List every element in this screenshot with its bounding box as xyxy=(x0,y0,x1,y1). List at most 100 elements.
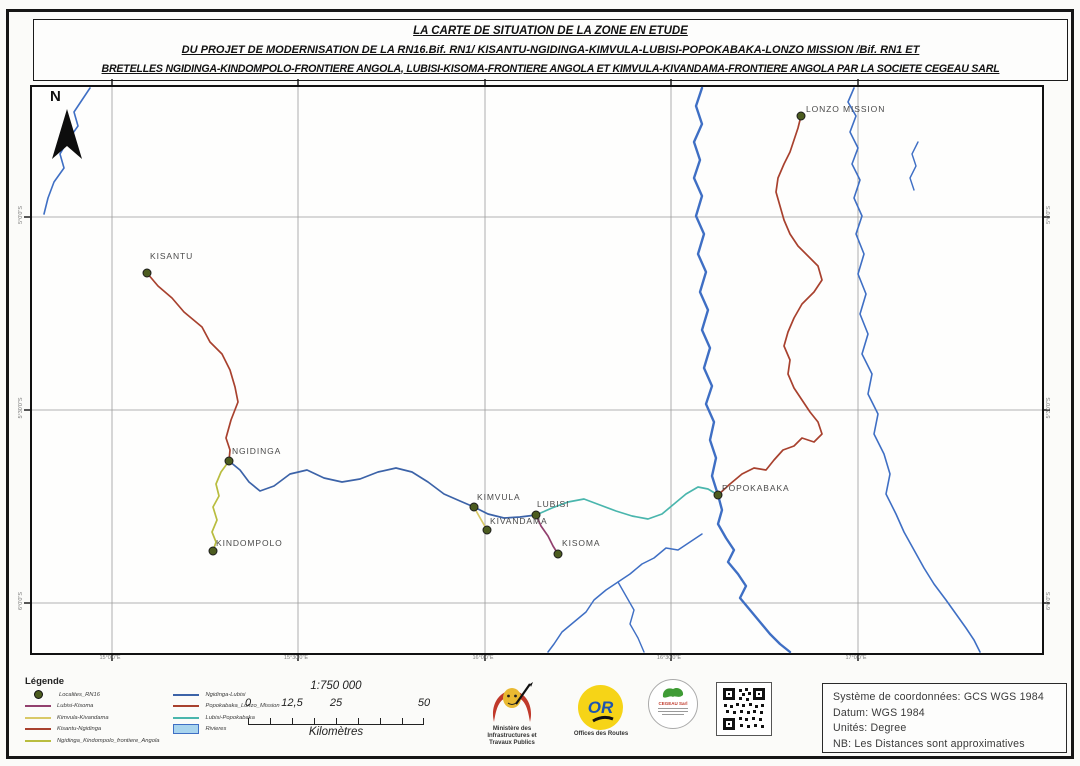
label-kisantu: KISANTU xyxy=(150,251,194,261)
dot-ngidinga xyxy=(224,456,234,466)
rivieres-swatch xyxy=(173,724,200,734)
north-label: N xyxy=(50,88,61,105)
dot-kimvula xyxy=(469,502,479,512)
lon-tick-label: 17°0'0"E xyxy=(845,655,867,661)
lat-tick-label: 6°0'0"S xyxy=(1046,591,1052,611)
legend-item: Lubisi-Popokabaka xyxy=(173,714,279,721)
legend-label: Popokabaka_Lonzo_Mission xyxy=(205,703,280,709)
road-ngidinga-kindompolo xyxy=(211,460,230,552)
map-title-line3: BRETELLES NGIDINGA-KINDOMPOLO-FRONTIERE … xyxy=(101,62,1000,75)
info-coord-system: Système de coordonnées: GCS WGS 1984 xyxy=(833,691,1044,703)
dot-kisantu xyxy=(142,268,152,278)
label-kisoma: KISOMA xyxy=(562,538,601,548)
legend-label: Kisantu-Ngidinga xyxy=(57,726,102,732)
info-nb: NB: Les Distances sont approximatives xyxy=(833,737,1025,750)
scale-tick-label: 25 xyxy=(329,697,343,709)
localites-dot-swatch xyxy=(34,690,43,699)
info-datum: Datum: WGS 1984 xyxy=(833,706,925,719)
road-ngidinga-lubisi xyxy=(228,460,537,519)
legend-label: Ngidinga_Kindompolo_frontiere_Angola xyxy=(57,737,160,744)
cegeau-text-line xyxy=(662,713,684,715)
dot-lubisi xyxy=(531,510,541,520)
legend-item: Lubisi-Kisoma xyxy=(25,703,159,710)
legend-label: Kimvula-Kivandama xyxy=(57,714,109,721)
title-block: LA CARTE DE SITUATION DE LA ZONE EN ETUD… xyxy=(33,19,1068,81)
cegeau-name: CEGEAU Sarl xyxy=(658,701,688,706)
cegeau-text-line xyxy=(658,710,688,712)
map-canvas xyxy=(24,79,1050,661)
river-east xyxy=(847,87,981,653)
dot-lonzo-mission xyxy=(796,111,806,121)
cegeau-logo-icon: CEGEAU Sarl xyxy=(648,679,698,729)
town-dots xyxy=(142,111,806,559)
legend-label: Lubisi-Popokabaka xyxy=(205,714,255,721)
road-popokabaka-lonzo xyxy=(717,115,823,496)
scale-unit: Kilomètres xyxy=(308,726,364,738)
label-lonzo-mission: LONZO MISSION xyxy=(806,104,886,114)
lat-tick-label: 5°0'0"S xyxy=(1046,205,1052,225)
legend-item: Ngidinga-Lubisi xyxy=(173,691,279,698)
label-lubisi: LUBISI xyxy=(537,499,570,509)
dot-kisoma xyxy=(553,549,563,559)
line-swatch xyxy=(25,716,51,719)
ministry-logo-icon xyxy=(492,682,533,722)
rivers xyxy=(43,86,981,654)
lat-tick-label: 5°30'0"S xyxy=(18,397,24,419)
dot-popokabaka xyxy=(713,490,723,500)
scale-tick-label: 50 xyxy=(417,697,431,709)
graticule xyxy=(32,87,1042,653)
river-fragment xyxy=(909,141,919,191)
legend-label: Localites_RN16 xyxy=(59,691,100,698)
river-south-branch xyxy=(617,581,645,653)
legend-item: Rivieres xyxy=(173,724,279,734)
project-roads xyxy=(146,115,823,555)
line-swatch xyxy=(173,693,200,696)
cegeau-text-line xyxy=(658,707,688,709)
north-arrow-icon xyxy=(52,109,82,159)
or-logo-text: OR xyxy=(587,697,614,717)
ministry-caption-line: Travaux Publics xyxy=(489,740,535,746)
label-ngidinga: NGIDINGA xyxy=(232,446,282,456)
frame-ticks xyxy=(24,79,1050,661)
office-des-routes-logo-icon: OR xyxy=(578,685,623,730)
line-swatch xyxy=(25,705,51,707)
scale-tick-label: 12,5 xyxy=(281,697,303,709)
scale-bar xyxy=(248,718,425,725)
label-kivandama: KIVANDAMA xyxy=(490,516,548,526)
lon-tick-label: 15°0'0"E xyxy=(99,655,121,661)
or-caption: Offices des Routes xyxy=(573,731,629,737)
cegeau-leaf-icon xyxy=(662,687,684,698)
ministry-caption: Ministère des Infrastructures et Travaux… xyxy=(478,726,546,747)
qr-code xyxy=(716,682,772,736)
road-lubisi-kisoma xyxy=(535,514,559,555)
legend-label: Rivieres xyxy=(205,726,227,732)
legend: Légende Localites_RN16 Lubisi-Kisoma Kim… xyxy=(25,676,280,752)
legend-item: Popokabaka_Lonzo_Mission xyxy=(173,703,280,710)
info-units: Unités: Degree xyxy=(833,722,907,734)
label-popokabaka: POPOKABAKA xyxy=(722,483,790,493)
dot-kivandama xyxy=(482,525,492,535)
legend-title: Légende xyxy=(25,676,65,687)
line-swatch xyxy=(173,716,200,719)
legend-item: Kimvula-Kivandama xyxy=(25,714,159,721)
label-kimvula: KIMVULA xyxy=(477,492,521,502)
lon-tick-label: 15°30'0"E xyxy=(283,655,309,661)
lat-tick-label: 5°0'0"S xyxy=(18,205,24,225)
lat-tick-label: 6°0'0"S xyxy=(18,591,24,611)
label-kindompolo: KINDOMPOLO xyxy=(216,538,283,548)
legend-label: Lubisi-Kisoma xyxy=(57,703,94,709)
line-swatch xyxy=(25,739,51,742)
map-drawing xyxy=(24,79,1050,661)
lon-tick-label: 16°0'0"E xyxy=(472,655,494,661)
legend-label: Ngidinga-Lubisi xyxy=(205,691,246,698)
river-top-left xyxy=(43,87,91,215)
or-road-swoosh-icon xyxy=(592,715,614,723)
legend-column-left: Localites_RN16 Lubisi-Kisoma Kimvula-Kiv… xyxy=(25,690,160,744)
dot-kindompolo xyxy=(208,546,218,556)
legend-item: Localites_RN16 xyxy=(25,690,159,699)
coordinate-info-box: Système de coordonnées: GCS WGS 1984 Dat… xyxy=(822,683,1067,753)
road-kisantu-ngidinga xyxy=(146,272,239,462)
map-title-line1: LA CARTE DE SITUATION DE LA ZONE EN ETUD… xyxy=(413,24,688,37)
legend-item: Kisantu-Ngidinga xyxy=(25,726,159,733)
